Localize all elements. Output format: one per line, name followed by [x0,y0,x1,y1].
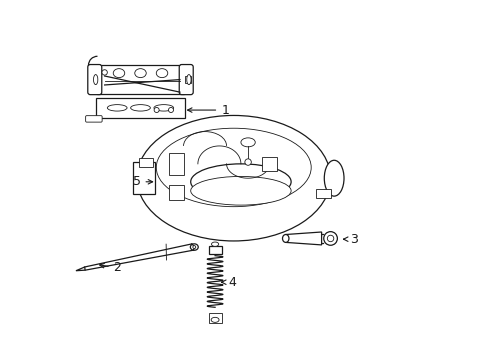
FancyBboxPatch shape [208,246,221,254]
Ellipse shape [93,75,98,85]
Ellipse shape [282,234,288,242]
FancyBboxPatch shape [96,98,185,118]
FancyBboxPatch shape [139,158,153,167]
Ellipse shape [156,69,167,78]
Ellipse shape [156,128,310,207]
Ellipse shape [190,164,290,200]
Polygon shape [84,244,193,272]
FancyBboxPatch shape [88,64,102,95]
Text: 2: 2 [100,261,121,274]
FancyBboxPatch shape [316,189,330,198]
Ellipse shape [137,116,330,241]
Ellipse shape [323,231,337,245]
Text: 5: 5 [132,175,152,188]
Ellipse shape [241,138,255,147]
Polygon shape [285,232,321,245]
FancyBboxPatch shape [133,162,155,194]
Ellipse shape [168,108,173,113]
Text: 1: 1 [187,104,228,117]
FancyBboxPatch shape [185,76,190,83]
Ellipse shape [154,108,159,113]
Ellipse shape [326,235,333,242]
Ellipse shape [324,160,344,196]
Ellipse shape [190,176,290,205]
FancyBboxPatch shape [85,116,102,122]
Ellipse shape [192,246,195,248]
Ellipse shape [107,105,127,111]
Ellipse shape [130,105,150,111]
Ellipse shape [154,105,173,111]
Ellipse shape [102,70,107,75]
Text: 4: 4 [221,276,236,289]
FancyBboxPatch shape [179,64,193,95]
Ellipse shape [244,159,251,165]
Ellipse shape [113,69,124,78]
FancyBboxPatch shape [169,185,183,200]
Ellipse shape [135,69,146,78]
Ellipse shape [190,244,198,250]
Ellipse shape [186,75,191,85]
FancyBboxPatch shape [208,313,221,323]
Ellipse shape [211,318,219,322]
FancyBboxPatch shape [97,65,183,94]
FancyBboxPatch shape [262,157,276,171]
Polygon shape [76,267,85,271]
FancyBboxPatch shape [169,153,183,175]
Text: 3: 3 [343,233,357,246]
Ellipse shape [211,242,218,246]
